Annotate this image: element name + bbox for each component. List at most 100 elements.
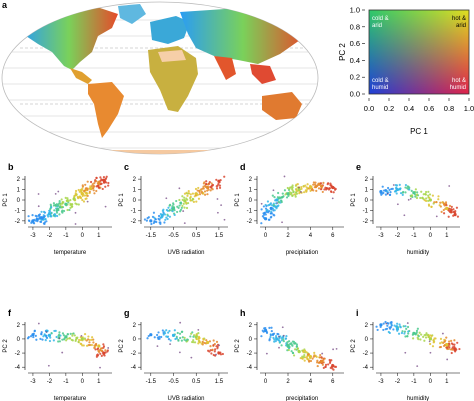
cloud-dot — [107, 184, 110, 187]
cloud-dot — [291, 189, 294, 192]
cloud-dot — [168, 215, 172, 218]
outlier-dot — [178, 187, 181, 190]
cloud-dot — [443, 203, 446, 206]
cloud-dot — [215, 178, 218, 181]
cloud-dot — [453, 343, 456, 346]
y-tick-label: 1 — [249, 188, 253, 194]
cloud-dot — [271, 194, 274, 197]
y-tick-label: 0 — [249, 337, 253, 343]
cloud-dot — [88, 338, 91, 342]
cloud-dot — [212, 339, 215, 342]
cloud-dot — [91, 336, 94, 339]
cloud-dot — [399, 326, 402, 329]
cloud-dot — [191, 192, 195, 195]
data-point — [264, 328, 268, 333]
y-tick-label: 0 — [249, 198, 253, 204]
cloud-dot — [264, 203, 267, 207]
cloud-dot — [167, 338, 171, 341]
cloud-dot — [180, 206, 183, 209]
cloud-dot — [93, 192, 96, 195]
outlier-dot — [265, 352, 268, 355]
cloud-dot — [45, 334, 48, 337]
cloud-dot — [193, 341, 197, 344]
cloud-dot — [427, 203, 431, 206]
cloud-dot — [272, 213, 275, 216]
cloud-dot — [450, 205, 453, 208]
data-point — [183, 199, 187, 203]
cloud-dot — [266, 200, 270, 203]
outlier-dot — [37, 193, 40, 195]
cloud-dot — [404, 191, 407, 194]
y-tick-label: -2 — [15, 219, 21, 225]
cloud-dot — [214, 348, 217, 351]
cloud-dot — [221, 352, 224, 356]
cloud-dot — [215, 345, 218, 348]
cloud-dot — [165, 335, 168, 338]
cloud-dot — [99, 176, 102, 179]
x-tick-label: -1 — [63, 233, 69, 239]
cloud-dot — [418, 331, 421, 334]
cloud-dot — [269, 335, 272, 339]
panel-letter-a: a — [2, 0, 8, 10]
cloud-dot — [292, 354, 296, 357]
cloud-dot — [284, 193, 287, 196]
cloud-dot — [152, 211, 156, 214]
cloud-dot — [272, 203, 276, 207]
cloud-dot — [442, 212, 446, 215]
cloud-dot — [309, 359, 313, 363]
cloud-dot — [291, 351, 295, 354]
cloud-dot — [294, 191, 298, 194]
data-point — [308, 354, 312, 359]
cloud-dot — [294, 348, 297, 351]
cloud-dot — [82, 200, 86, 203]
cloud-dot — [223, 175, 226, 178]
cloud-dot — [276, 196, 280, 199]
cloud-dot — [435, 200, 438, 204]
cloud-dot — [204, 182, 208, 186]
cloud-dot — [328, 187, 331, 190]
legend-ytick-label: 0.0 — [350, 90, 360, 99]
cloud-dot — [375, 325, 378, 328]
cloud-dot — [56, 214, 59, 218]
outlier-dot — [298, 186, 300, 189]
cloud-dot — [85, 197, 88, 200]
scatter-panel-d: d 0 2 4 6 2 1 0 -1 -2 precipitation PC 1 — [235, 162, 344, 256]
cloud-dot — [324, 365, 327, 368]
legend-corner-tl-1: cold & — [372, 16, 389, 22]
cloud-dot — [437, 195, 440, 198]
x-tick-label: 6 — [331, 233, 335, 239]
cloud-dot — [81, 344, 84, 347]
cloud-dot — [406, 335, 409, 338]
point-cloud — [260, 326, 338, 371]
data-point — [286, 344, 290, 348]
outlier-dot — [74, 223, 77, 225]
cloud-dot — [419, 196, 422, 200]
cloud-dot — [60, 198, 63, 201]
cloud-dot — [167, 206, 170, 209]
cloud-dot — [189, 198, 192, 202]
panel-letter-b: b — [8, 162, 14, 172]
cloud-dot — [153, 220, 156, 223]
cloud-dot — [101, 187, 104, 191]
cloud-dot — [39, 220, 42, 223]
cloud-dot — [83, 337, 86, 340]
cloud-dot — [269, 334, 272, 337]
cloud-dot — [427, 194, 430, 197]
x-tick-label: 0 — [429, 379, 433, 385]
y-tick-label: 2 — [17, 323, 21, 329]
cloud-dot — [420, 333, 423, 336]
outlier-dot — [260, 202, 263, 205]
cloud-dot — [267, 218, 270, 221]
outlier-dot — [386, 193, 389, 195]
cloud-dot — [408, 188, 411, 191]
outlier-dot — [61, 351, 64, 354]
cloud-dot — [94, 343, 97, 346]
y-tick-label: 2 — [249, 177, 253, 183]
cloud-dot — [328, 361, 332, 364]
cloud-dot — [40, 210, 43, 213]
cloud-dot — [429, 342, 432, 346]
cloud-dot — [77, 196, 80, 200]
cloud-dot — [40, 331, 43, 334]
cloud-dot — [204, 184, 207, 187]
legend-frame — [368, 9, 470, 95]
